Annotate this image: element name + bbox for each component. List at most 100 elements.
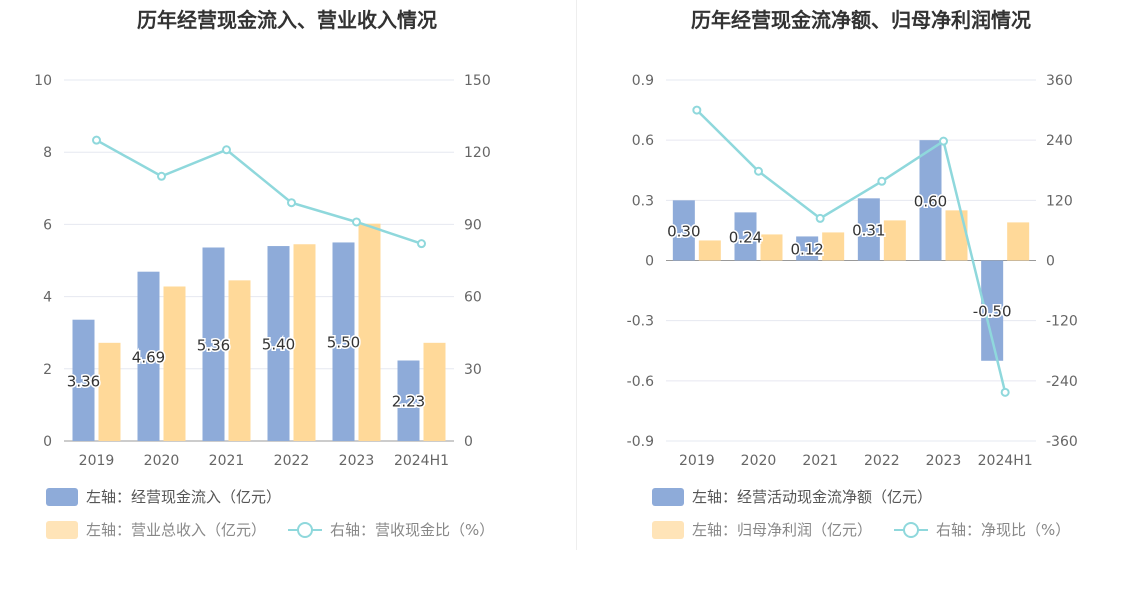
bar-primary (332, 242, 355, 441)
y-tick-label-right: -360 (1046, 434, 1078, 450)
data-label: 2.23 (392, 393, 425, 411)
x-tick-label: 2023 (926, 453, 962, 469)
chart-title: 历年经营现金流净额、归母净利润情况 (691, 8, 1031, 32)
line-point (877, 176, 887, 186)
legend-item-cash-inflow[interactable]: 左轴：经营现金流入（亿元） (46, 486, 281, 507)
y-tick-label-right: 0 (464, 434, 473, 450)
legend-row-2: 左轴：归母净利润（亿元） 右轴：净现比（%） (652, 519, 1092, 540)
data-label: 5.50 (327, 334, 360, 352)
bar-primary (796, 236, 819, 261)
bar-primary (734, 212, 757, 261)
bar-secondary (423, 342, 446, 441)
x-tick-label: 2021 (802, 453, 838, 469)
bar-secondary (293, 244, 316, 441)
legend-item-revenue-cash-ratio[interactable]: 右轴：营收现金比（%） (288, 519, 494, 540)
y-tick-label-right: -120 (1046, 314, 1078, 330)
chart-cash-inflow-revenue: 0 0 2 30 4 60 6 90 8 120 10 150 2019 2020 2021 2022 2023… (34, 73, 491, 469)
bar-secondary (1007, 222, 1030, 261)
bar-primary (267, 246, 290, 441)
line-point (287, 198, 296, 208)
bar-secondary (760, 234, 783, 261)
chart-panel-cash-inflow: 历年经营现金流入、营业收入情况 0 0 2 30 4 60 6 90 8 120 10 150 2019… (34, 8, 516, 540)
x-tick-label: 2021 (209, 453, 245, 469)
y-tick-label-left: 0.9 (632, 73, 654, 89)
legend-item-net-profit[interactable]: 左轴：归母净利润（亿元） (652, 519, 872, 540)
legend-swatch-blue (46, 487, 78, 506)
y-tick-label-right: 360 (1046, 73, 1073, 89)
y-tick-label-right: 30 (464, 362, 482, 378)
legend-label: 右轴：净现比（%） (936, 521, 1071, 539)
line-point (92, 135, 101, 145)
bar-secondary (945, 210, 968, 261)
y-tick-label-left: 0.6 (632, 133, 654, 149)
line-point (417, 239, 426, 249)
line-point (1000, 387, 1010, 397)
y-tick-label-left: 6 (43, 217, 52, 233)
data-label: 0.30 (667, 222, 700, 240)
data-label: 4.69 (132, 348, 165, 366)
y-tick-label-right: 150 (464, 73, 491, 89)
x-tick-label: 2022 (274, 453, 310, 469)
legend-row-1: 左轴：经营现金流入（亿元） (46, 486, 303, 507)
bar-secondary (883, 220, 906, 261)
y-tick-label-left: 2 (43, 362, 52, 378)
bar-primary (397, 360, 420, 441)
legend-line-marker-icon (288, 521, 323, 539)
line-series (95, 139, 422, 245)
bar-secondary (98, 342, 121, 441)
legend-row-2: 左轴：营业总收入（亿元） 右轴：营收现金比（%） (46, 519, 516, 540)
legend-item-revenue[interactable]: 左轴：营业总收入（亿元） (46, 519, 266, 540)
data-label: 0.24 (729, 228, 762, 246)
chart-title: 历年经营现金流入、营业收入情况 (137, 8, 437, 32)
bar-secondary (822, 232, 845, 261)
y-tick-label-left: 0.3 (632, 193, 654, 209)
y-tick-label-right: 240 (1046, 133, 1073, 149)
data-label: -0.50 (973, 303, 1012, 321)
line-point (692, 105, 702, 115)
y-tick-label-right: 0 (1046, 254, 1055, 270)
bar-primary (137, 271, 160, 441)
legend-label: 左轴：营业总收入（亿元） (86, 521, 267, 539)
chart-panel-net-cash: 历年经营现金流净额、归母净利润情况 -0.9 -360 -0.6 -240 -0.3 -1… (574, 0, 1148, 589)
legend-line-marker-icon (894, 521, 929, 539)
legend-label: 左轴：经营活动现金流净额（亿元） (692, 488, 933, 506)
y-tick-label-right: 120 (1046, 193, 1073, 209)
x-tick-label: 2024H1 (978, 453, 1033, 469)
data-label: 3.36 (67, 372, 100, 390)
y-tick-label-left: -0.6 (627, 374, 654, 390)
y-tick-label-left: 8 (43, 145, 52, 161)
x-tick-label: 2024H1 (394, 453, 449, 469)
bar-secondary (228, 280, 251, 441)
line-series (695, 109, 1007, 393)
legend-item-net-cash-ratio[interactable]: 右轴：净现比（%） (894, 519, 1070, 540)
legend-row-1: 左轴：经营活动现金流净额（亿元） (652, 486, 954, 507)
legend-swatch-blue (652, 487, 684, 506)
x-tick-label: 2020 (741, 453, 777, 469)
data-label: 0.31 (852, 221, 885, 239)
data-label: 5.40 (262, 336, 295, 354)
legend-label: 左轴：归母净利润（亿元） (692, 521, 873, 539)
bar-primary (919, 140, 942, 261)
y-tick-label-right: -240 (1046, 374, 1078, 390)
y-tick-label-right: 120 (464, 145, 491, 161)
line-point (815, 213, 825, 223)
line-point (754, 166, 763, 176)
line-point (939, 136, 948, 146)
bar-primary (72, 319, 95, 441)
y-tick-label-left: 0 (43, 434, 52, 450)
x-tick-label: 2019 (679, 453, 715, 469)
bar-primary (202, 247, 225, 441)
bar-primary (857, 198, 880, 261)
legend-swatch-orange (652, 520, 684, 539)
bar-secondary (163, 286, 186, 441)
line-point (222, 145, 231, 155)
y-tick-label-left: 10 (34, 73, 52, 89)
bar-primary (981, 260, 1004, 361)
y-tick-label-left: 0 (645, 254, 654, 270)
y-tick-label-left: 4 (43, 290, 52, 306)
legend-item-net-cash[interactable]: 左轴：经营活动现金流净额（亿元） (652, 486, 932, 507)
data-label: 5.36 (197, 336, 230, 354)
legend-label: 左轴：经营现金流入（亿元） (86, 488, 282, 506)
line-point (157, 171, 166, 181)
legend-swatch-orange (46, 520, 78, 539)
